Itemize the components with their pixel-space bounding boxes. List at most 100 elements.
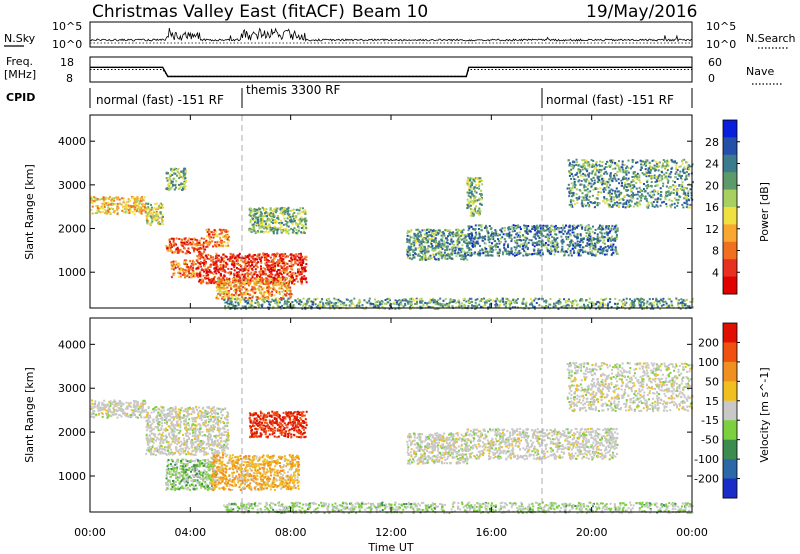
power-cell (469, 254, 472, 257)
power-cell (227, 299, 230, 302)
power-cell (420, 297, 423, 300)
power-cell (206, 243, 209, 246)
power-cell (257, 302, 260, 305)
power-cell (237, 254, 240, 257)
power-cell (473, 186, 476, 189)
power-cell (227, 271, 230, 274)
power-cell (592, 302, 595, 305)
power-cell (612, 251, 615, 254)
power-cell (438, 302, 440, 305)
power-cell (94, 197, 97, 200)
power-cell (480, 224, 483, 227)
power-cell (349, 304, 352, 307)
power-cell (232, 277, 235, 280)
power-cell (498, 254, 500, 257)
power-cell (92, 200, 95, 203)
power-cell (262, 231, 265, 234)
power-cell (258, 215, 261, 218)
power-cell (238, 252, 241, 255)
power-cell (510, 234, 513, 237)
power-cell (215, 268, 218, 270)
power-cell (502, 250, 505, 253)
power-cell (155, 219, 158, 222)
power-cell (648, 298, 651, 301)
power-cell (102, 197, 105, 200)
power-cell (261, 223, 264, 226)
power-cell (269, 291, 271, 294)
power-cell (427, 245, 430, 248)
power-cell (184, 276, 186, 279)
power-cell (535, 227, 538, 230)
power-cell (602, 228, 605, 231)
power-cell (305, 258, 308, 261)
power-cell (272, 267, 275, 270)
power-cell (208, 230, 211, 233)
power-cell (93, 196, 96, 199)
power-cell (492, 238, 495, 241)
power-cell (219, 265, 222, 268)
power-cell (250, 288, 253, 291)
power-cell (219, 272, 222, 275)
power-cell (270, 212, 273, 215)
power-cell (600, 228, 603, 231)
power-cell (667, 181, 670, 184)
power-cell (244, 296, 247, 299)
power-cell (291, 223, 294, 225)
power-cell (277, 277, 280, 280)
power-cell (439, 302, 442, 305)
power-cell (222, 253, 225, 256)
power-cell (292, 230, 295, 233)
power-cell (286, 286, 289, 289)
power-cell (481, 306, 484, 309)
power-cell (287, 216, 290, 218)
power-cell (514, 248, 517, 251)
power-cell (435, 258, 438, 261)
power-cell (567, 254, 570, 257)
power-cell (415, 302, 418, 305)
power-cell (638, 304, 641, 306)
power-cell (205, 268, 208, 271)
power-cell (179, 272, 182, 275)
power-cell (510, 249, 513, 252)
power-cell (455, 232, 458, 235)
power-cell (614, 167, 617, 170)
power-cell (540, 240, 543, 243)
power-cell (469, 182, 472, 185)
power-cell (470, 297, 473, 300)
power-cell (222, 245, 225, 248)
power-cell (183, 274, 186, 276)
power-cell (202, 281, 205, 284)
power-cell (178, 267, 181, 270)
power-cell (441, 242, 444, 245)
power-cell (253, 216, 256, 218)
power-cell (171, 174, 174, 176)
power-cell (533, 299, 536, 302)
power-cell (176, 168, 179, 170)
power-cell (215, 252, 218, 255)
power-cell (207, 277, 210, 280)
power-cell (213, 267, 216, 270)
power-cell (614, 225, 617, 228)
power-cell (231, 281, 234, 284)
power-cell (504, 305, 507, 308)
power-cell (487, 236, 490, 239)
power-cell (512, 224, 515, 227)
power-cell (171, 170, 174, 173)
power-cell (410, 245, 413, 248)
power-cell (499, 303, 501, 306)
power-cell (665, 305, 668, 308)
power-cell (258, 281, 261, 284)
power-cell (432, 306, 435, 309)
power-cell (283, 300, 286, 303)
power-cell (420, 236, 423, 239)
power-cell (430, 240, 433, 242)
power-cell (274, 299, 277, 302)
power-cell (462, 298, 465, 301)
power-cell (474, 209, 476, 212)
power-cell (461, 254, 464, 257)
power-cell (478, 213, 481, 215)
power-cell (492, 245, 495, 248)
power-cell (260, 276, 263, 279)
power-cell (290, 278, 293, 281)
power-cell (192, 241, 194, 243)
